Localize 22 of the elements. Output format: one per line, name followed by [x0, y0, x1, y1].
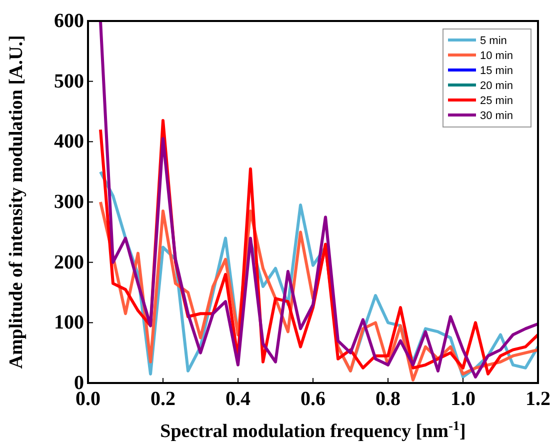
- legend-label: 30 min: [480, 110, 514, 122]
- x-tick-label: 0.2: [150, 388, 176, 410]
- legend-label: 10 min: [480, 50, 514, 62]
- y-tick-label: 100: [54, 312, 84, 334]
- y-axis-title: Amplitude of intensity modulation [A.U.]: [6, 35, 27, 369]
- x-tick-label: 0.0: [76, 388, 100, 410]
- line-series: [98, 21, 538, 378]
- x-tick-label: 0.4: [226, 388, 250, 410]
- y-tick-label: 400: [54, 130, 84, 153]
- x-tick-label: 0.8: [376, 388, 400, 410]
- y-tick-label: 600: [54, 10, 84, 32]
- x-axis-title: Spectral modulation frequency [nm$^{-1}$]: [160, 418, 466, 442]
- x-tick-label: 1.0: [450, 388, 476, 410]
- x-tick-label: 0.6: [300, 388, 326, 410]
- x-tick-label: 1.2: [526, 388, 550, 410]
- y-tick-label: 500: [54, 70, 84, 92]
- legend-label: 15 min: [480, 65, 514, 77]
- y-tick-label: 300: [54, 191, 84, 213]
- legend-label: 20 min: [480, 80, 514, 92]
- legend-label: 5 min: [480, 35, 507, 47]
- y-tick-label: 200: [54, 251, 84, 274]
- legend-label: 25 min: [480, 95, 514, 107]
